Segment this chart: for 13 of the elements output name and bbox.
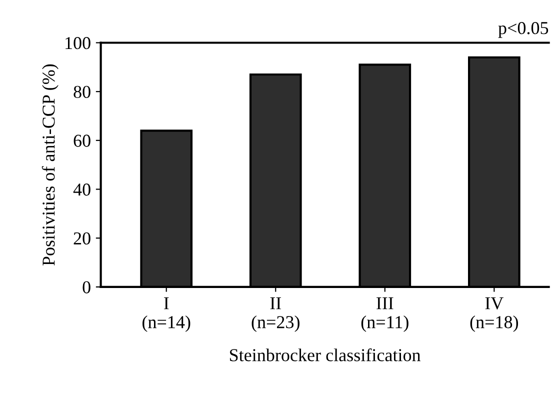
- y-axis-title: Positivities of anti-CCP (%): [42, 64, 58, 266]
- x-axis-title: Steinbrocker classification: [230, 348, 421, 362]
- x-tick-label: III (n=11): [361, 297, 408, 332]
- x-tick-label: II (n=23): [252, 297, 300, 332]
- x-tick-label: I (n=14): [142, 297, 190, 332]
- y-tick-label: 100: [66, 36, 90, 50]
- text: p<0.05: [498, 22, 548, 38]
- y-tick-label: 80: [74, 86, 90, 98]
- y-tick-label: 20: [74, 232, 90, 245]
- y-tick-label: 40: [73, 184, 90, 196]
- x-tick-label: IV (n=18): [470, 297, 518, 332]
- y-tick-label: 0: [82, 281, 90, 294]
- y-tick-label: 60: [74, 134, 90, 147]
